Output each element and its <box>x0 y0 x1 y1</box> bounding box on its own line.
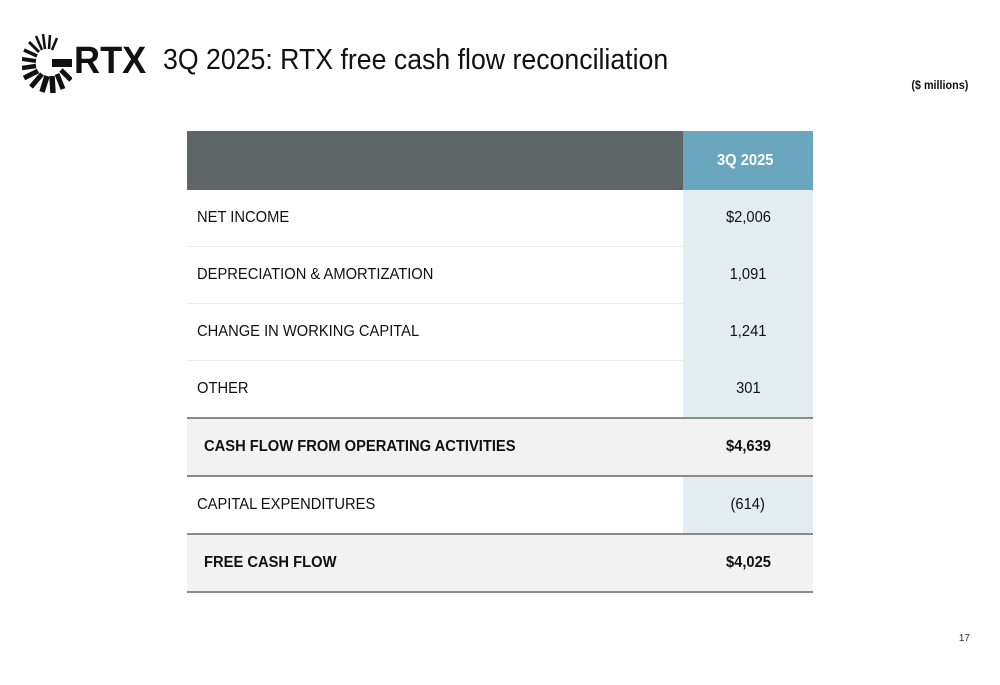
row-value: $4,025 <box>683 533 813 593</box>
row-label: OTHER <box>187 360 683 419</box>
column-header-period: 3Q 2025 <box>683 131 813 190</box>
row-label: DEPRECIATION & AMORTIZATION <box>187 246 683 304</box>
rtx-logo: RTX <box>22 32 152 94</box>
page-title: 3Q 2025: RTX free cash flow reconciliati… <box>163 44 669 76</box>
table-row-working-capital: CHANGE IN WORKING CAPITAL 1,241 <box>187 303 813 361</box>
table-row-free-cash-flow: FREE CASH FLOW $4,025 <box>187 533 813 593</box>
table-row-net-income: NET INCOME $2,006 <box>187 190 813 247</box>
row-value: 1,241 <box>683 303 813 361</box>
table-row-other: OTHER 301 <box>187 360 813 419</box>
free-cash-flow-table: 3Q 2025 NET INCOME $2,006 DEPRECIATION &… <box>187 131 813 593</box>
table-row-operating-cash-flow: CASH FLOW FROM OPERATING ACTIVITIES $4,6… <box>187 417 813 477</box>
row-value: $2,006 <box>683 190 813 247</box>
page-number: 17 <box>958 633 970 644</box>
table-row-depreciation-amortization: DEPRECIATION & AMORTIZATION 1,091 <box>187 246 813 304</box>
row-label: CHANGE IN WORKING CAPITAL <box>187 303 683 361</box>
row-value: (614) <box>683 476 813 534</box>
column-header-label <box>187 131 683 190</box>
row-value: $4,639 <box>683 417 813 477</box>
row-label: FREE CASH FLOW <box>187 533 683 593</box>
row-value: 1,091 <box>683 246 813 304</box>
logo-wordmark: RTX <box>74 40 147 82</box>
row-value: 301 <box>683 360 813 419</box>
table-header-row: 3Q 2025 <box>187 131 813 190</box>
row-label: CAPITAL EXPENDITURES <box>187 476 683 534</box>
row-label: CASH FLOW FROM OPERATING ACTIVITIES <box>187 417 683 477</box>
units-label: ($ millions) <box>910 78 968 92</box>
row-label: NET INCOME <box>187 190 683 247</box>
table-row-capital-expenditures: CAPITAL EXPENDITURES (614) <box>187 476 813 534</box>
rtx-sunburst-icon <box>22 33 72 94</box>
